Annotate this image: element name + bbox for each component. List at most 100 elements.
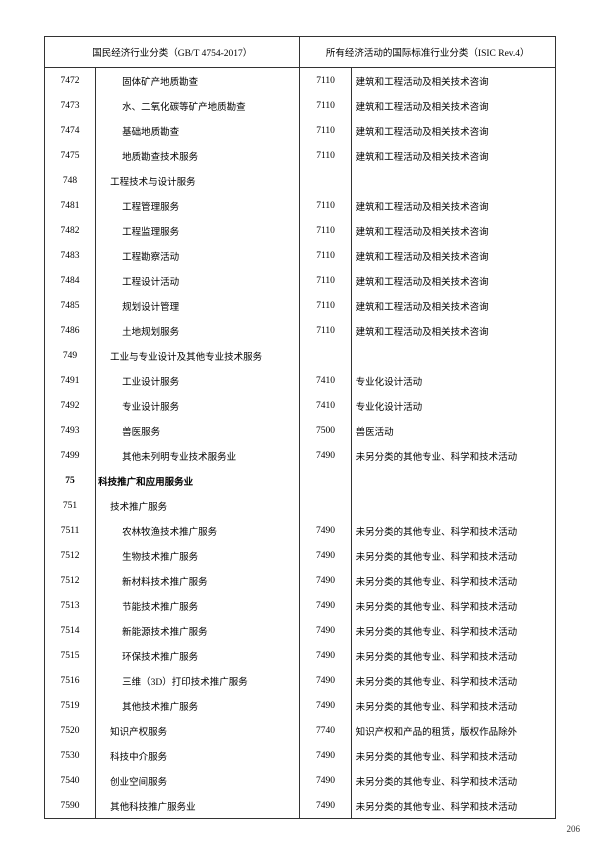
header-right: 所有经济活动的国际标准行业分类（ISIC Rev.4） <box>300 37 556 68</box>
left-code: 7472 <box>45 68 96 94</box>
right-code: 7740 <box>300 718 351 743</box>
left-code: 7515 <box>45 643 96 668</box>
left-code: 7512 <box>45 543 96 568</box>
table-row: 7499其他未列明专业技术服务业7490未另分类的其他专业、科学和技术活动 <box>45 443 556 468</box>
right-code: 7110 <box>300 318 351 343</box>
left-name: 其他未列明专业技术服务业 <box>96 443 300 468</box>
right-name: 未另分类的其他专业、科学和技术活动 <box>351 743 555 768</box>
right-name: 未另分类的其他专业、科学和技术活动 <box>351 593 555 618</box>
right-name: 未另分类的其他专业、科学和技术活动 <box>351 793 555 819</box>
table-row: 7483工程勘察活动7110建筑和工程活动及相关技术咨询 <box>45 243 556 268</box>
right-name: 专业化设计活动 <box>351 393 555 418</box>
table-row: 748工程技术与设计服务 <box>45 168 556 193</box>
left-code: 7492 <box>45 393 96 418</box>
left-code: 7520 <box>45 718 96 743</box>
right-code: 7410 <box>300 368 351 393</box>
classification-table: 国民经济行业分类（GB/T 4754-2017） 所有经济活动的国际标准行业分类… <box>44 36 556 819</box>
left-name: 技术推广服务 <box>96 493 300 518</box>
left-name: 新材料技术推广服务 <box>96 568 300 593</box>
table-row: 7486土地规划服务7110建筑和工程活动及相关技术咨询 <box>45 318 556 343</box>
table-row: 75科技推广和应用服务业 <box>45 468 556 493</box>
right-name: 建筑和工程活动及相关技术咨询 <box>351 268 555 293</box>
left-name: 水、二氧化碳等矿产地质勘查 <box>96 93 300 118</box>
table-row: 7512新材料技术推广服务7490未另分类的其他专业、科学和技术活动 <box>45 568 556 593</box>
left-name: 节能技术推广服务 <box>96 593 300 618</box>
table-row: 7519其他技术推广服务7490未另分类的其他专业、科学和技术活动 <box>45 693 556 718</box>
right-code <box>300 343 351 368</box>
right-name: 未另分类的其他专业、科学和技术活动 <box>351 618 555 643</box>
left-code: 7493 <box>45 418 96 443</box>
right-code: 7110 <box>300 68 351 94</box>
left-name: 土地规划服务 <box>96 318 300 343</box>
right-code: 7490 <box>300 518 351 543</box>
left-code: 7491 <box>45 368 96 393</box>
right-name: 建筑和工程活动及相关技术咨询 <box>351 193 555 218</box>
left-name: 工程技术与设计服务 <box>96 168 300 193</box>
table-row: 7511农林牧渔技术推广服务7490未另分类的其他专业、科学和技术活动 <box>45 518 556 543</box>
left-code: 7474 <box>45 118 96 143</box>
table-row: 7481工程管理服务7110建筑和工程活动及相关技术咨询 <box>45 193 556 218</box>
table-row: 7484工程设计活动7110建筑和工程活动及相关技术咨询 <box>45 268 556 293</box>
left-code: 7473 <box>45 93 96 118</box>
right-code <box>300 168 351 193</box>
right-code: 7490 <box>300 768 351 793</box>
left-name: 固体矿产地质勘查 <box>96 68 300 94</box>
right-code: 7110 <box>300 243 351 268</box>
left-code: 7484 <box>45 268 96 293</box>
header-left: 国民经济行业分类（GB/T 4754-2017） <box>45 37 300 68</box>
right-name: 建筑和工程活动及相关技术咨询 <box>351 118 555 143</box>
right-name <box>351 468 555 493</box>
left-code: 75 <box>45 468 96 493</box>
table-body: 7472固体矿产地质勘查7110建筑和工程活动及相关技术咨询7473水、二氧化碳… <box>45 68 556 819</box>
right-code: 7490 <box>300 793 351 819</box>
right-name: 未另分类的其他专业、科学和技术活动 <box>351 568 555 593</box>
right-code: 7490 <box>300 693 351 718</box>
left-code: 7513 <box>45 593 96 618</box>
table-row: 7512生物技术推广服务7490未另分类的其他专业、科学和技术活动 <box>45 543 556 568</box>
right-name: 建筑和工程活动及相关技术咨询 <box>351 68 555 94</box>
left-name: 基础地质勘查 <box>96 118 300 143</box>
left-name: 科技推广和应用服务业 <box>96 468 300 493</box>
right-code: 7410 <box>300 393 351 418</box>
left-code: 7485 <box>45 293 96 318</box>
table-row: 7520知识产权服务7740知识产权和产品的租赁，版权作品除外 <box>45 718 556 743</box>
left-code: 7590 <box>45 793 96 819</box>
table-row: 7491工业设计服务7410专业化设计活动 <box>45 368 556 393</box>
right-code: 7490 <box>300 568 351 593</box>
right-name: 未另分类的其他专业、科学和技术活动 <box>351 693 555 718</box>
left-code: 7519 <box>45 693 96 718</box>
right-name: 专业化设计活动 <box>351 368 555 393</box>
right-name: 建筑和工程活动及相关技术咨询 <box>351 93 555 118</box>
left-name: 其他科技推广服务业 <box>96 793 300 819</box>
left-name: 三维（3D）打印技术推广服务 <box>96 668 300 693</box>
right-code: 7110 <box>300 193 351 218</box>
right-name: 建筑和工程活动及相关技术咨询 <box>351 143 555 168</box>
right-code: 7110 <box>300 218 351 243</box>
right-name: 未另分类的其他专业、科学和技术活动 <box>351 518 555 543</box>
left-name: 地质勘查技术服务 <box>96 143 300 168</box>
left-name: 工业与专业设计及其他专业技术服务 <box>96 343 300 368</box>
left-code: 7516 <box>45 668 96 693</box>
table-row: 7493兽医服务7500兽医活动 <box>45 418 556 443</box>
right-code: 7490 <box>300 668 351 693</box>
left-code: 749 <box>45 343 96 368</box>
right-code: 7110 <box>300 118 351 143</box>
right-name <box>351 168 555 193</box>
table-row: 7530科技中介服务7490未另分类的其他专业、科学和技术活动 <box>45 743 556 768</box>
left-name: 知识产权服务 <box>96 718 300 743</box>
table-row: 7482工程监理服务7110建筑和工程活动及相关技术咨询 <box>45 218 556 243</box>
right-name: 未另分类的其他专业、科学和技术活动 <box>351 668 555 693</box>
left-name: 规划设计管理 <box>96 293 300 318</box>
right-name: 未另分类的其他专业、科学和技术活动 <box>351 443 555 468</box>
right-code: 7490 <box>300 543 351 568</box>
right-code: 7490 <box>300 443 351 468</box>
left-code: 751 <box>45 493 96 518</box>
left-code: 7511 <box>45 518 96 543</box>
right-name <box>351 343 555 368</box>
table-row: 7475地质勘查技术服务7110建筑和工程活动及相关技术咨询 <box>45 143 556 168</box>
left-code: 7482 <box>45 218 96 243</box>
table-row: 7516三维（3D）打印技术推广服务7490未另分类的其他专业、科学和技术活动 <box>45 668 556 693</box>
left-code: 7530 <box>45 743 96 768</box>
table-row: 749工业与专业设计及其他专业技术服务 <box>45 343 556 368</box>
left-name: 工程管理服务 <box>96 193 300 218</box>
